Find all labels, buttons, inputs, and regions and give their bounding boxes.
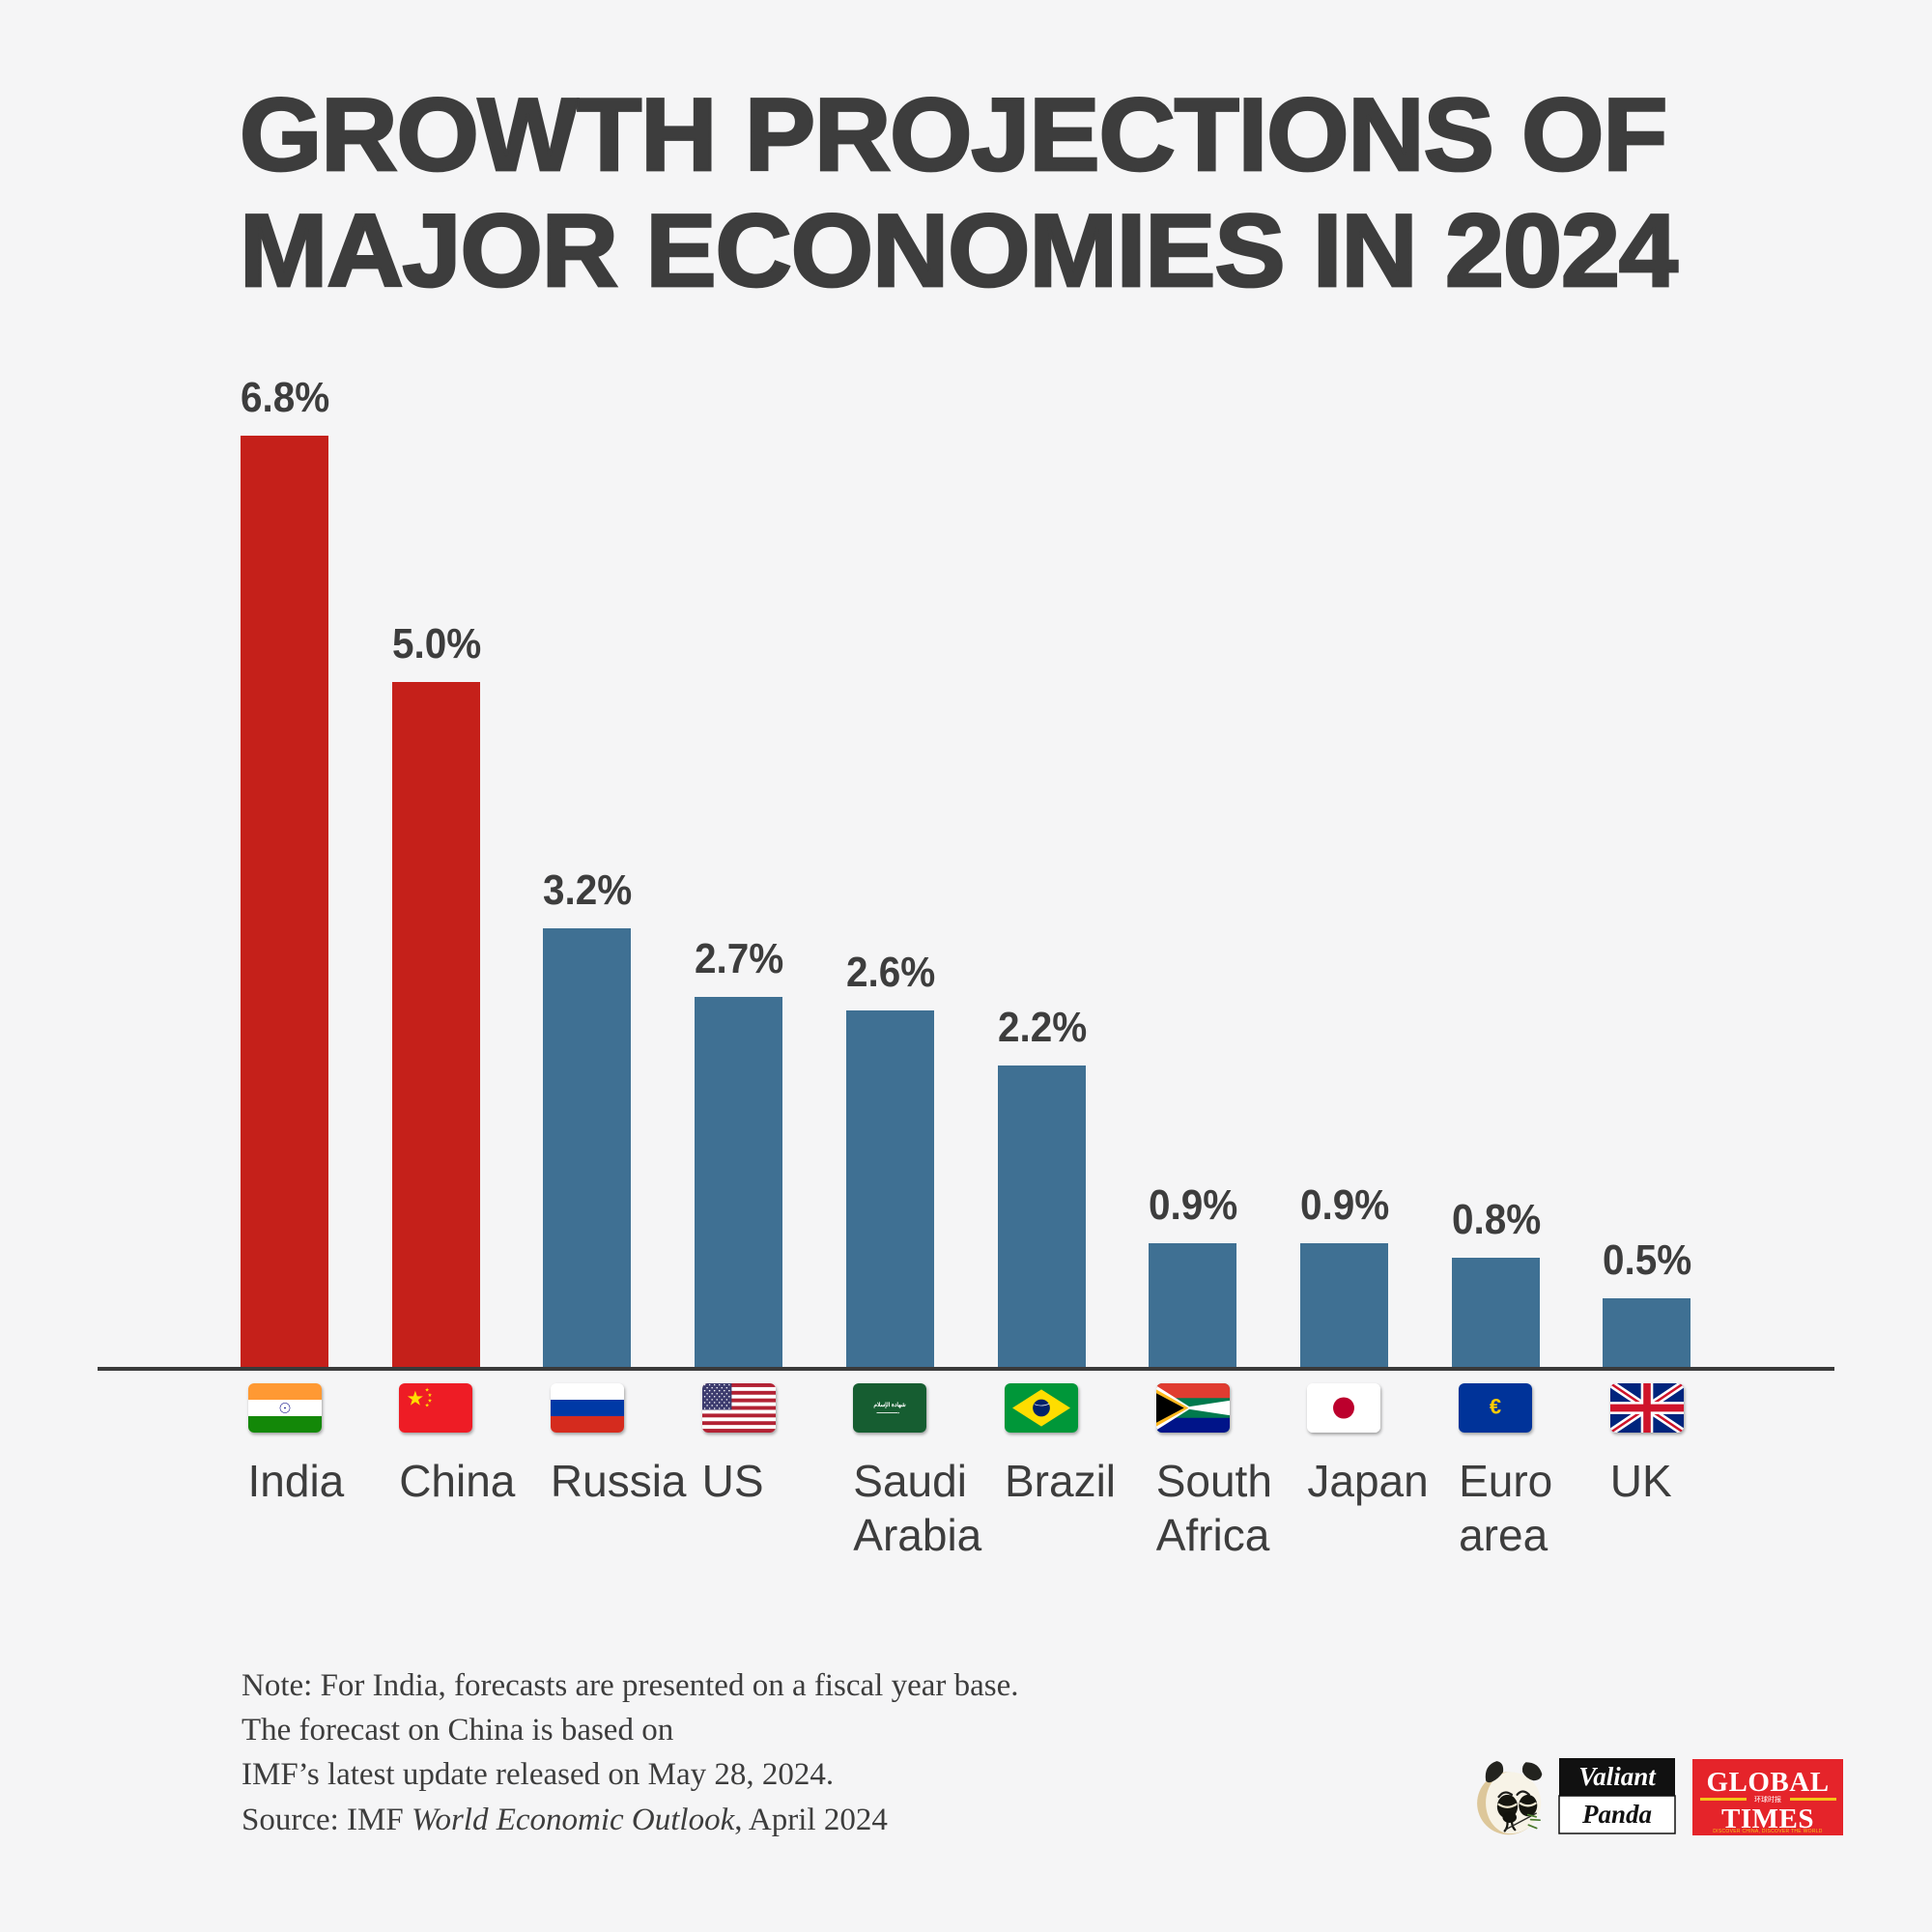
svg-text:环球时报: 环球时报: [1754, 1795, 1781, 1804]
svg-text:Panda: Panda: [1581, 1800, 1652, 1829]
svg-text:GLOBAL: GLOBAL: [1706, 1767, 1829, 1798]
svg-text:€: €: [1490, 1394, 1501, 1418]
svg-text:Valiant: Valiant: [1578, 1762, 1657, 1791]
svg-text:شهادة الإسلام: شهادة الإسلام: [874, 1402, 906, 1408]
svg-text:DISCOVER CHINA, DISCOVER THE W: DISCOVER CHINA, DISCOVER THE WORLD: [1713, 1829, 1823, 1834]
